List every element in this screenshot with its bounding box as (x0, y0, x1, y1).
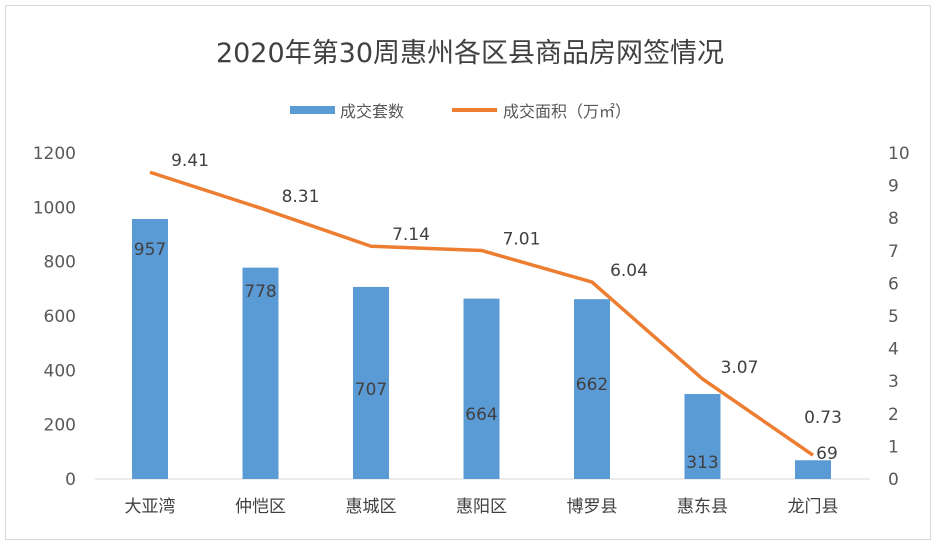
line-data-label: 7.01 (503, 229, 541, 249)
bar-data-label: 69 (816, 444, 838, 464)
left-axis-tick: 0 (65, 470, 76, 490)
x-axis-label: 仲恺区 (235, 497, 286, 517)
bar-data-label: 313 (686, 453, 718, 473)
right-axis-tick: 10 (888, 144, 910, 164)
right-axis-tick: 3 (888, 372, 899, 392)
legend: 成交套数 成交面积（万㎡） (290, 102, 631, 121)
bar (574, 299, 610, 479)
left-axis-tick: 400 (44, 361, 76, 381)
line-data-label: 0.73 (804, 408, 842, 428)
right-axis-tick: 8 (888, 209, 899, 229)
right-axis-tick: 0 (888, 470, 899, 490)
right-axis-tick: 2 (888, 405, 899, 425)
bar-data-label: 707 (355, 380, 387, 400)
bar (132, 219, 168, 479)
bar (353, 286, 389, 479)
line-data-label: 7.14 (392, 225, 430, 245)
legend-line-label: 成交面积（万㎡） (503, 102, 631, 121)
bar (463, 298, 500, 479)
chart-frame (5, 5, 931, 540)
right-axis-tick: 6 (888, 274, 899, 294)
chart-title: 2020年第30周惠州各区县商品房网签情况 (216, 38, 724, 69)
bar (684, 393, 721, 479)
line-data-label: 8.31 (282, 187, 320, 207)
right-axis-tick: 5 (888, 307, 899, 327)
right-axis-tick: 7 (888, 242, 899, 262)
left-axis-tick: 1200 (33, 144, 76, 164)
x-axis-label: 惠阳区 (456, 497, 507, 517)
line-data-label: 3.07 (721, 358, 759, 378)
x-axis-label: 惠东县 (677, 497, 728, 517)
bar-data-label: 957 (134, 240, 166, 260)
bar-data-label: 664 (465, 405, 497, 425)
legend-bar-label: 成交套数 (340, 102, 404, 121)
x-axis-label: 大亚湾 (125, 497, 176, 517)
x-axis-label: 博罗县 (567, 497, 618, 517)
x-axis-label: 龙门县 (788, 497, 839, 517)
bar-data-label: 778 (244, 282, 276, 302)
left-axis-tick: 800 (44, 253, 76, 273)
left-axis-tick: 200 (44, 416, 76, 436)
left-axis-tick: 600 (44, 307, 76, 327)
legend-bar-swatch (290, 106, 335, 114)
x-axis-label: 惠城区 (346, 497, 397, 517)
left-axis-tick: 1000 (33, 198, 76, 218)
line-series (149, 170, 814, 457)
bar-data-label: 662 (576, 375, 608, 395)
right-axis-tick: 9 (888, 177, 899, 197)
legend-line-swatch (452, 108, 497, 112)
right-axis-tick: 1 (888, 437, 899, 457)
bar (795, 460, 831, 479)
line-data-label: 9.41 (171, 151, 209, 171)
line-data-label: 6.04 (610, 261, 648, 281)
bar (242, 267, 279, 479)
right-axis-tick: 4 (888, 340, 899, 360)
